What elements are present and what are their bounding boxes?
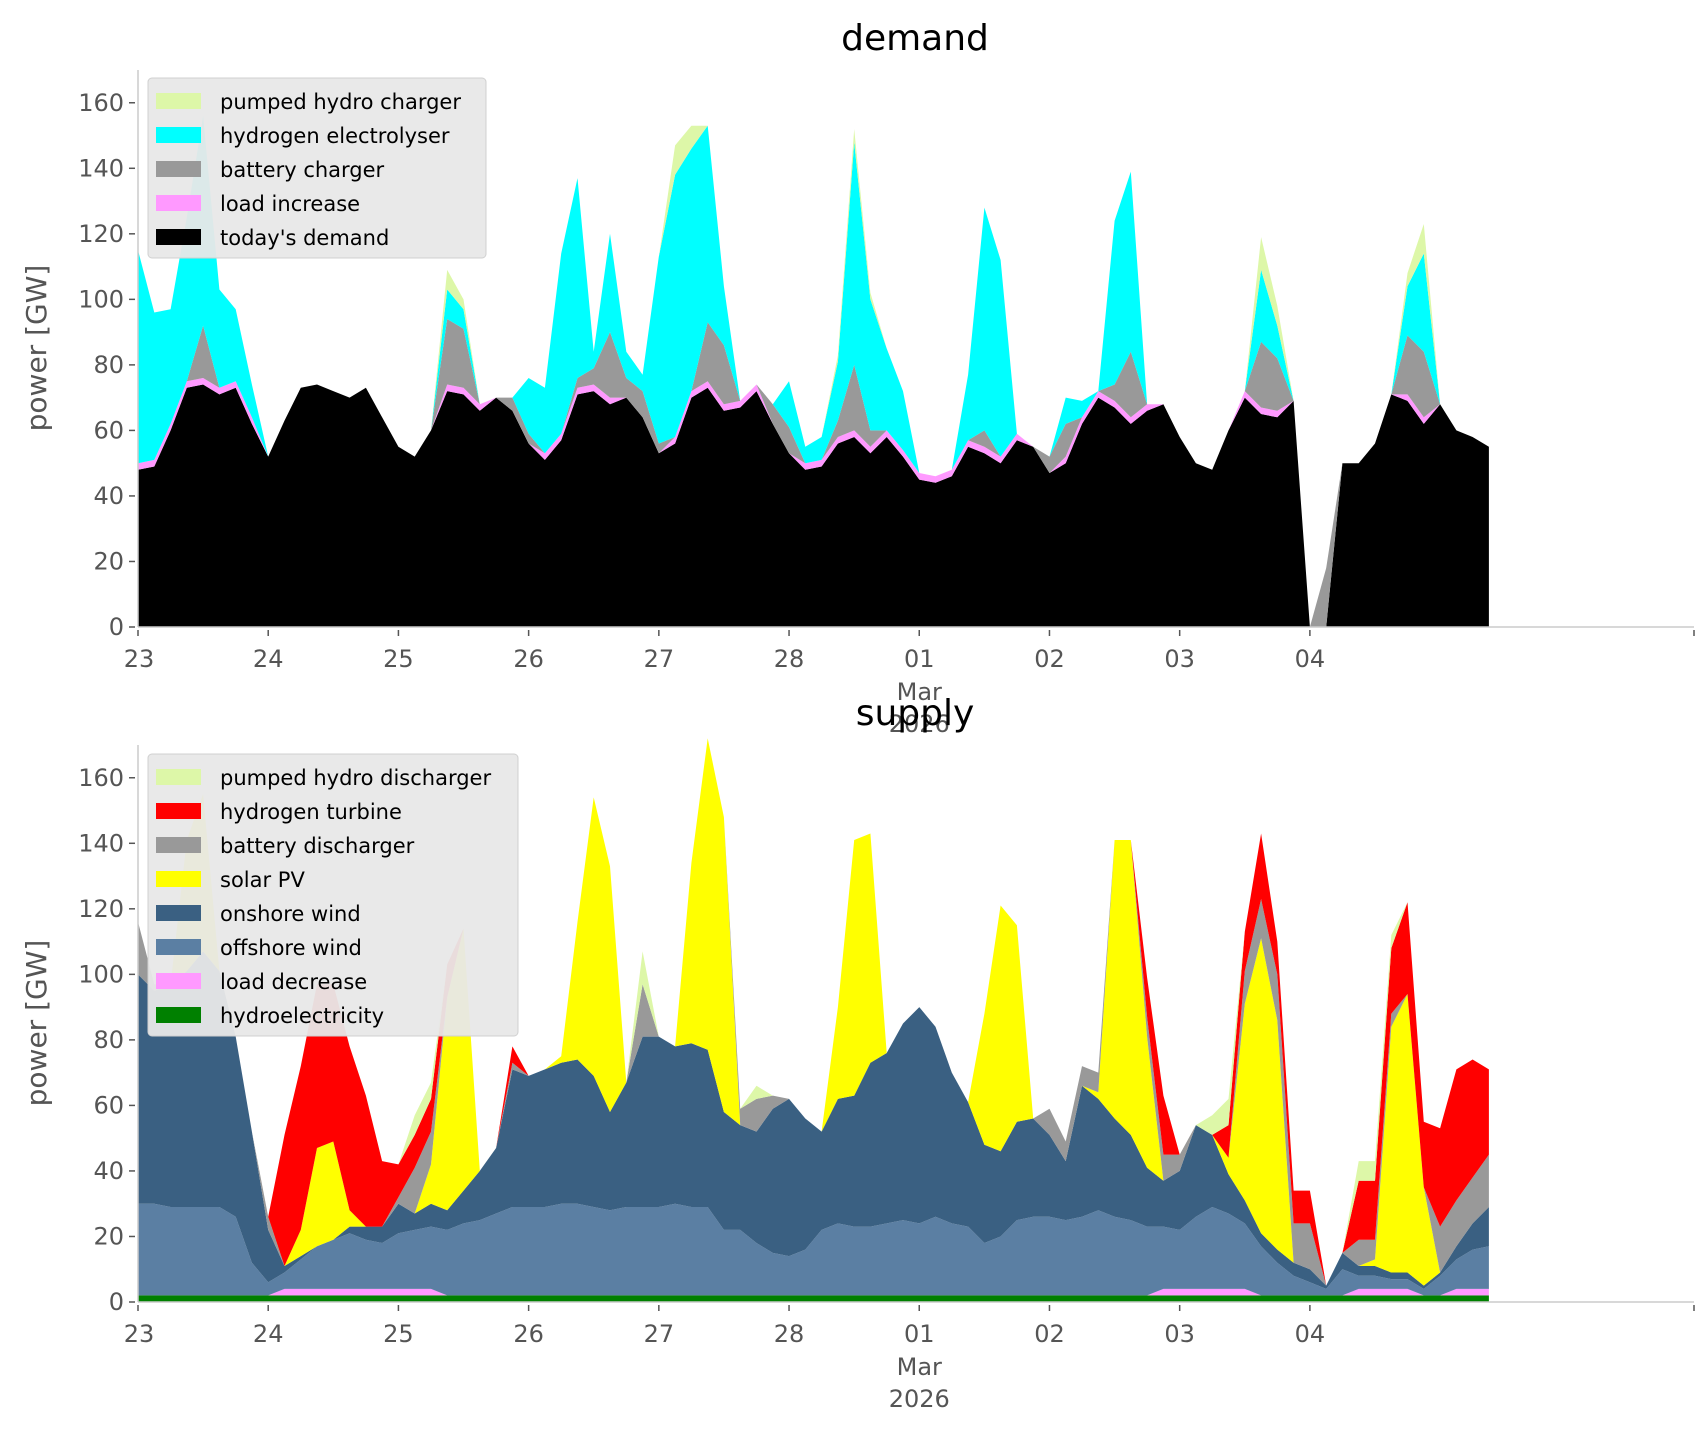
demand-y-axis-label: power [GW] bbox=[20, 265, 53, 432]
legend-label-hydroelectricity: hydroelectricity bbox=[220, 1004, 384, 1028]
legend-label-pumped-hydro-charger: pumped hydro charger bbox=[220, 90, 461, 114]
y-tick-label: 60 bbox=[93, 1091, 124, 1119]
supply-legend: pumped hydro discharger hydrogen turbine b… bbox=[147, 753, 519, 1037]
area-battery-charger bbox=[138, 319, 1489, 627]
x-tick-label: 25 bbox=[383, 645, 414, 673]
legend-swatch-load-increase bbox=[156, 195, 201, 211]
x-tick-label: 26 bbox=[513, 1320, 544, 1348]
y-tick-label: 160 bbox=[78, 764, 124, 792]
legend-swatch-battery-discharger bbox=[156, 837, 201, 853]
legend-swatch-battery-charger bbox=[156, 161, 201, 177]
y-tick-label: 60 bbox=[93, 416, 124, 444]
x-tick-label: 02 bbox=[1034, 1320, 1065, 1348]
y-tick-label: 100 bbox=[78, 960, 124, 988]
legend-swatch-today-s-demand bbox=[156, 229, 201, 245]
x-tick-sublabel: 2026 bbox=[889, 710, 950, 738]
x-tick-label: 26 bbox=[513, 645, 544, 673]
legend-label-load-increase: load increase bbox=[220, 192, 360, 216]
legend-swatch-pumped-hydro-charger bbox=[156, 93, 201, 109]
legend-label-today-s-demand: today's demand bbox=[220, 226, 389, 250]
y-tick-label: 20 bbox=[93, 547, 124, 575]
y-tick-label: 0 bbox=[109, 613, 124, 641]
y-tick-label: 0 bbox=[109, 1288, 124, 1316]
x-tick-label: 24 bbox=[253, 1320, 284, 1348]
area-hydrogen-turbine bbox=[138, 738, 1489, 1286]
legend-swatch-hydroelectricity bbox=[156, 1007, 201, 1023]
area-load-decrease bbox=[138, 1288, 1489, 1296]
legend-label-hydrogen-electrolyser: hydrogen electrolyser bbox=[220, 124, 450, 148]
area-solar-pv bbox=[138, 738, 1489, 1286]
x-tick-label: 27 bbox=[644, 1320, 675, 1348]
y-tick-label: 140 bbox=[78, 154, 124, 182]
area-today-s-demand bbox=[138, 384, 1489, 627]
y-tick-label: 140 bbox=[78, 829, 124, 857]
x-tick-sublabel: 2026 bbox=[889, 1385, 950, 1413]
x-tick-label: 28 bbox=[774, 645, 805, 673]
y-tick-label: 120 bbox=[78, 220, 124, 248]
x-tick-label: 25 bbox=[383, 1320, 414, 1348]
supply-title: supply bbox=[856, 693, 975, 734]
x-tick-label: 23 bbox=[124, 645, 155, 673]
x-tick-label: 04 bbox=[1295, 645, 1326, 673]
legend-label-load-decrease: load decrease bbox=[220, 970, 367, 994]
area-onshore-wind bbox=[138, 951, 1489, 1289]
legend-label-onshore-wind: onshore wind bbox=[220, 902, 361, 926]
legend-label-solar-pv: solar PV bbox=[220, 868, 305, 892]
x-tick-label: 24 bbox=[253, 645, 284, 673]
x-tick-sublabel: Mar bbox=[897, 678, 942, 706]
supply-areas bbox=[138, 738, 1489, 1302]
area-hydroelectricity bbox=[138, 1295, 1489, 1302]
x-tick-label: 03 bbox=[1164, 645, 1195, 673]
legend-label-battery-charger: battery charger bbox=[220, 158, 385, 182]
legend-swatch-pumped-hydro-discharger bbox=[156, 769, 201, 785]
x-tick-sublabel: Mar bbox=[897, 1353, 942, 1381]
area-offshore-wind bbox=[138, 1203, 1489, 1296]
y-tick-label: 100 bbox=[78, 285, 124, 313]
legend-label-battery-discharger: battery discharger bbox=[220, 834, 415, 858]
legend-swatch-offshore-wind bbox=[156, 939, 201, 955]
legend-swatch-hydrogen-turbine bbox=[156, 803, 201, 819]
x-tick-label: 23 bbox=[124, 1320, 155, 1348]
x-tick-label: 03 bbox=[1164, 1320, 1195, 1348]
y-tick-label: 80 bbox=[93, 1026, 124, 1054]
legend-label-hydrogen-turbine: hydrogen turbine bbox=[220, 800, 402, 824]
legend-swatch-load-decrease bbox=[156, 973, 201, 989]
demand-legend: pumped hydro charger hydrogen electrolyse… bbox=[147, 77, 487, 259]
y-tick-label: 160 bbox=[78, 89, 124, 117]
legend-swatch-onshore-wind bbox=[156, 905, 201, 921]
y-tick-label: 80 bbox=[93, 351, 124, 379]
y-tick-label: 120 bbox=[78, 895, 124, 923]
demand-areas bbox=[138, 115, 1489, 628]
legend-label-pumped-hydro-discharger: pumped hydro discharger bbox=[220, 766, 491, 790]
legend-box bbox=[147, 753, 519, 1037]
y-tick-label: 40 bbox=[93, 1157, 124, 1185]
x-tick-label: 01 bbox=[904, 645, 935, 673]
legend-label-offshore-wind: offshore wind bbox=[220, 936, 362, 960]
x-tick-label: 28 bbox=[774, 1320, 805, 1348]
supply-y-axis-label: power [GW] bbox=[20, 940, 53, 1107]
x-tick-label: 04 bbox=[1295, 1320, 1326, 1348]
y-tick-label: 20 bbox=[93, 1222, 124, 1250]
y-tick-label: 40 bbox=[93, 482, 124, 510]
legend-swatch-hydrogen-electrolyser bbox=[156, 127, 201, 143]
x-tick-label: 01 bbox=[904, 1320, 935, 1348]
demand-title: demand bbox=[841, 18, 989, 59]
x-tick-label: 02 bbox=[1034, 645, 1065, 673]
legend-box bbox=[147, 77, 487, 259]
x-tick-label: 27 bbox=[644, 645, 675, 673]
legend-swatch-solar-pv bbox=[156, 871, 201, 887]
